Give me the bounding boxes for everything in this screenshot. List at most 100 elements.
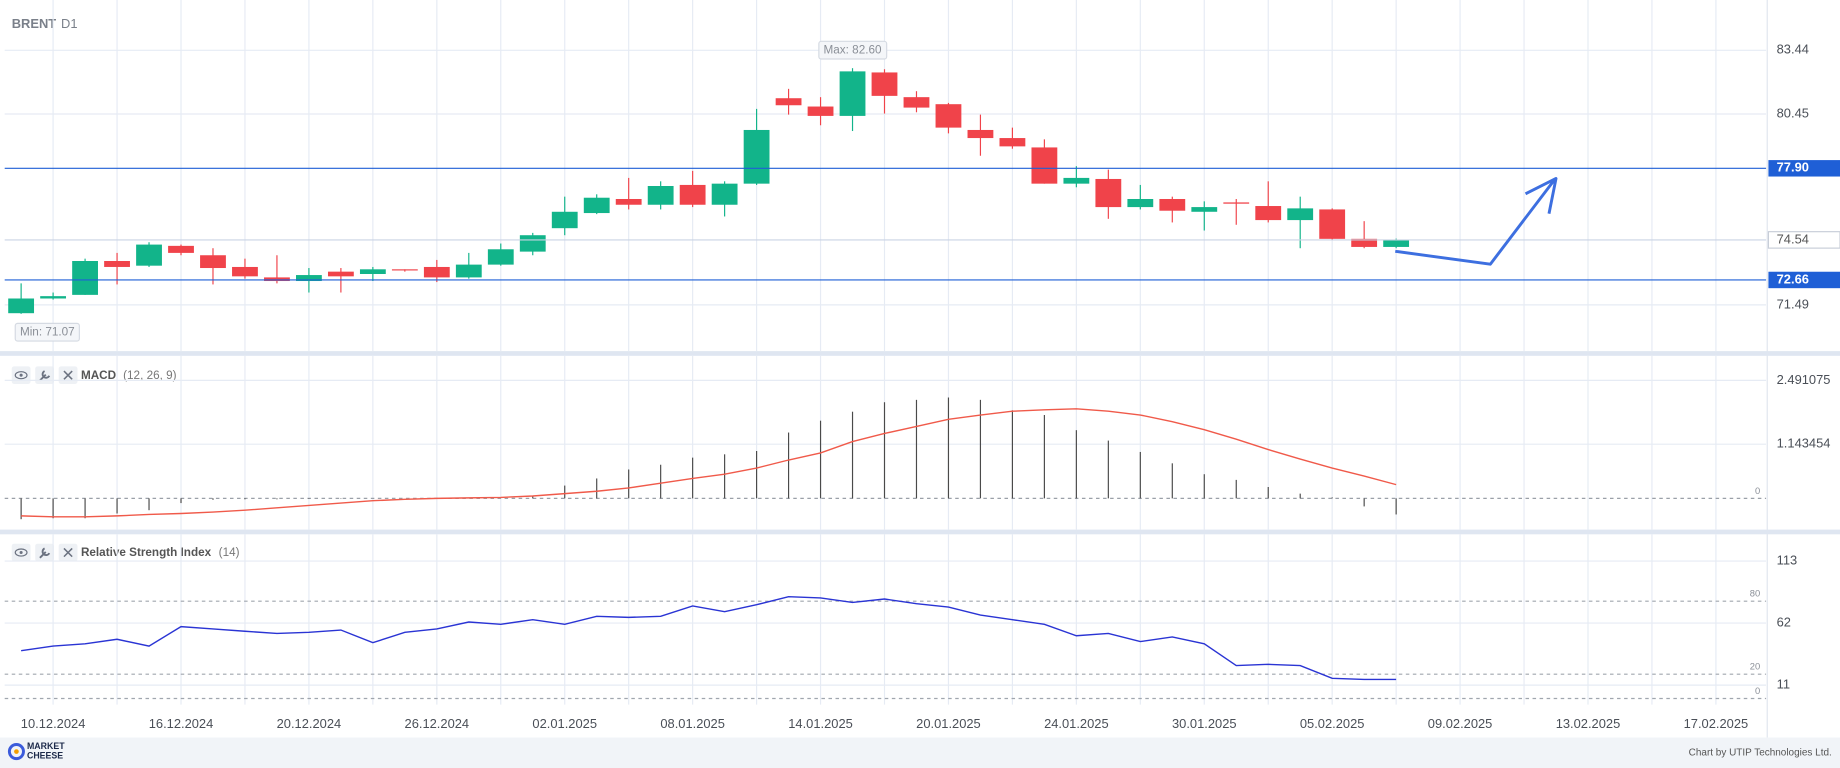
- x-tick-label: 24.01.2025: [1044, 716, 1109, 731]
- last-price-box: [1767, 231, 1840, 249]
- price-label-box: [1768, 271, 1840, 289]
- y-tick-label: 80.45: [1777, 105, 1809, 120]
- y-tick-label: 0: [1755, 485, 1760, 496]
- candle-body: [711, 183, 738, 205]
- candle-body: [967, 129, 994, 139]
- price-label: 72.66: [1777, 271, 1809, 286]
- x-tick-label: 17.02.2025: [1684, 716, 1749, 731]
- candle-body: [168, 245, 194, 253]
- candle-body: [999, 138, 1026, 147]
- macd-toolbar: [11, 366, 78, 384]
- eye-icon: [19, 373, 23, 377]
- wrench-icon: [39, 370, 51, 382]
- drawn-arrow: [1395, 179, 1555, 266]
- logo-icon: [14, 749, 19, 754]
- candle-body: [8, 298, 35, 314]
- candle-body: [871, 72, 898, 96]
- candle-body: [903, 97, 930, 108]
- x-tick-label: 13.02.2025: [1556, 716, 1621, 731]
- x-tick-label: 30.01.2025: [1172, 716, 1237, 731]
- y-tick-label: 11: [1777, 677, 1790, 692]
- marks: 10.12.2024 16.12.2024 20.12.2024 26.12.2024…: [4, 0, 1840, 731]
- last-price-label: 74.54: [1777, 231, 1809, 246]
- candle-body: [487, 249, 514, 265]
- price-label-box: [1768, 160, 1840, 177]
- candle-body: [200, 255, 226, 269]
- candle-body: [359, 269, 386, 274]
- candle-body: [1319, 209, 1346, 239]
- candle-body: [775, 98, 802, 106]
- indicator-name: Relative Strength Index: [81, 546, 212, 559]
- close-icon: [63, 370, 73, 380]
- panel-separator: [0, 529, 1840, 535]
- y-tick-label: 2.491075: [1777, 372, 1831, 387]
- candle-body: [1191, 207, 1218, 212]
- arrow-head: [1524, 177, 1558, 215]
- x-tick-label: 26.12.2024: [405, 716, 470, 731]
- candle-body: [1383, 239, 1410, 247]
- candle-body: [232, 266, 258, 277]
- candle-body: [679, 184, 706, 205]
- logo: MARKET CHEESE: [7, 741, 65, 761]
- candle-body: [423, 266, 450, 278]
- signal-line: [21, 408, 1397, 518]
- price-label: 77.90: [1777, 160, 1809, 175]
- wrench-icon: [39, 547, 51, 559]
- y-tick-label: 71.49: [1777, 296, 1809, 311]
- y-tick-label: 62: [1777, 615, 1791, 630]
- candle-body: [136, 244, 162, 266]
- label-box: [818, 40, 888, 60]
- candle-body: [1095, 178, 1122, 208]
- x-tick-label: 16.12.2024: [149, 716, 214, 731]
- close-icon: [63, 547, 73, 558]
- candle-body: [40, 296, 67, 299]
- eye-icon: [14, 548, 28, 557]
- y-tick-label: 83.44: [1777, 42, 1809, 57]
- candle-body: [807, 106, 834, 116]
- candle-body: [72, 260, 98, 295]
- logo-text: MARKET: [27, 741, 65, 751]
- candle-body: [1031, 147, 1058, 184]
- candle-body: [583, 197, 610, 214]
- candle-body: [391, 269, 418, 271]
- candle-body: [1351, 238, 1378, 247]
- x-tick-label: 10.12.2024: [21, 716, 86, 731]
- candle-body: [615, 198, 642, 205]
- candle-body: [455, 264, 482, 278]
- candle-body: [1127, 198, 1154, 208]
- candle-body: [327, 271, 354, 277]
- candle-body: [935, 104, 962, 128]
- candle-body: [1287, 208, 1314, 221]
- x-tick-label: 14.01.2025: [788, 716, 853, 731]
- x-tick-label: 09.02.2025: [1428, 716, 1493, 731]
- level-label: 0: [1755, 685, 1760, 696]
- candle-body: [839, 71, 866, 116]
- eye-icon: [14, 371, 28, 380]
- candle-body: [1223, 202, 1250, 204]
- indicator-name: MACD: [81, 369, 116, 382]
- indicator-params: (14): [219, 546, 240, 559]
- rsi-toolbar: [11, 543, 78, 562]
- footer-bar: [0, 737, 1840, 768]
- level-label: 20: [1750, 661, 1760, 672]
- candle-body: [296, 275, 322, 282]
- y-tick-label: 113: [1777, 552, 1798, 567]
- x-tick-label: 05.02.2025: [1300, 716, 1365, 731]
- symbol: BRENT: [12, 16, 57, 31]
- level-label: 80: [1750, 588, 1760, 599]
- candle-body: [1255, 206, 1282, 221]
- candle-body: [1063, 177, 1090, 184]
- candle-body: [1159, 198, 1186, 211]
- y-tick-label: 1.143454: [1777, 436, 1831, 451]
- candle-body: [104, 260, 130, 267]
- timeframe: D1: [61, 16, 77, 31]
- eye-icon: [19, 550, 23, 555]
- candle-body: [743, 129, 770, 184]
- logo-text: CHEESE: [27, 751, 63, 761]
- candle-body: [519, 235, 546, 252]
- min-label: Min: 71.07: [20, 326, 75, 339]
- candle-body: [647, 185, 674, 205]
- label-box: [14, 322, 80, 342]
